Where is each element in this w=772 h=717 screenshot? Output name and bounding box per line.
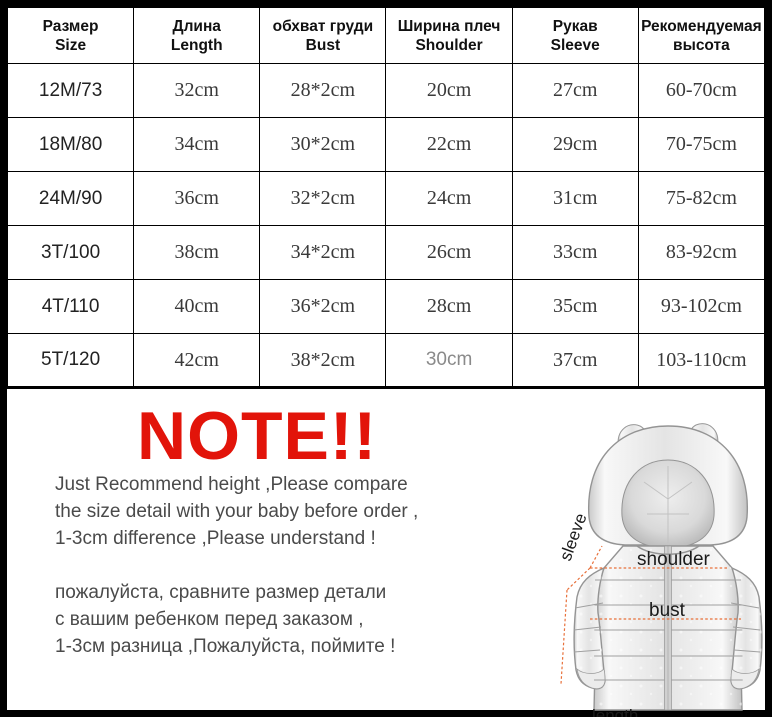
svg-text:length: length <box>592 706 638 717</box>
svg-text:sleeve: sleeve <box>557 511 591 564</box>
svg-text:shoulder: shoulder <box>637 549 711 570</box>
svg-text:bust: bust <box>649 600 686 621</box>
